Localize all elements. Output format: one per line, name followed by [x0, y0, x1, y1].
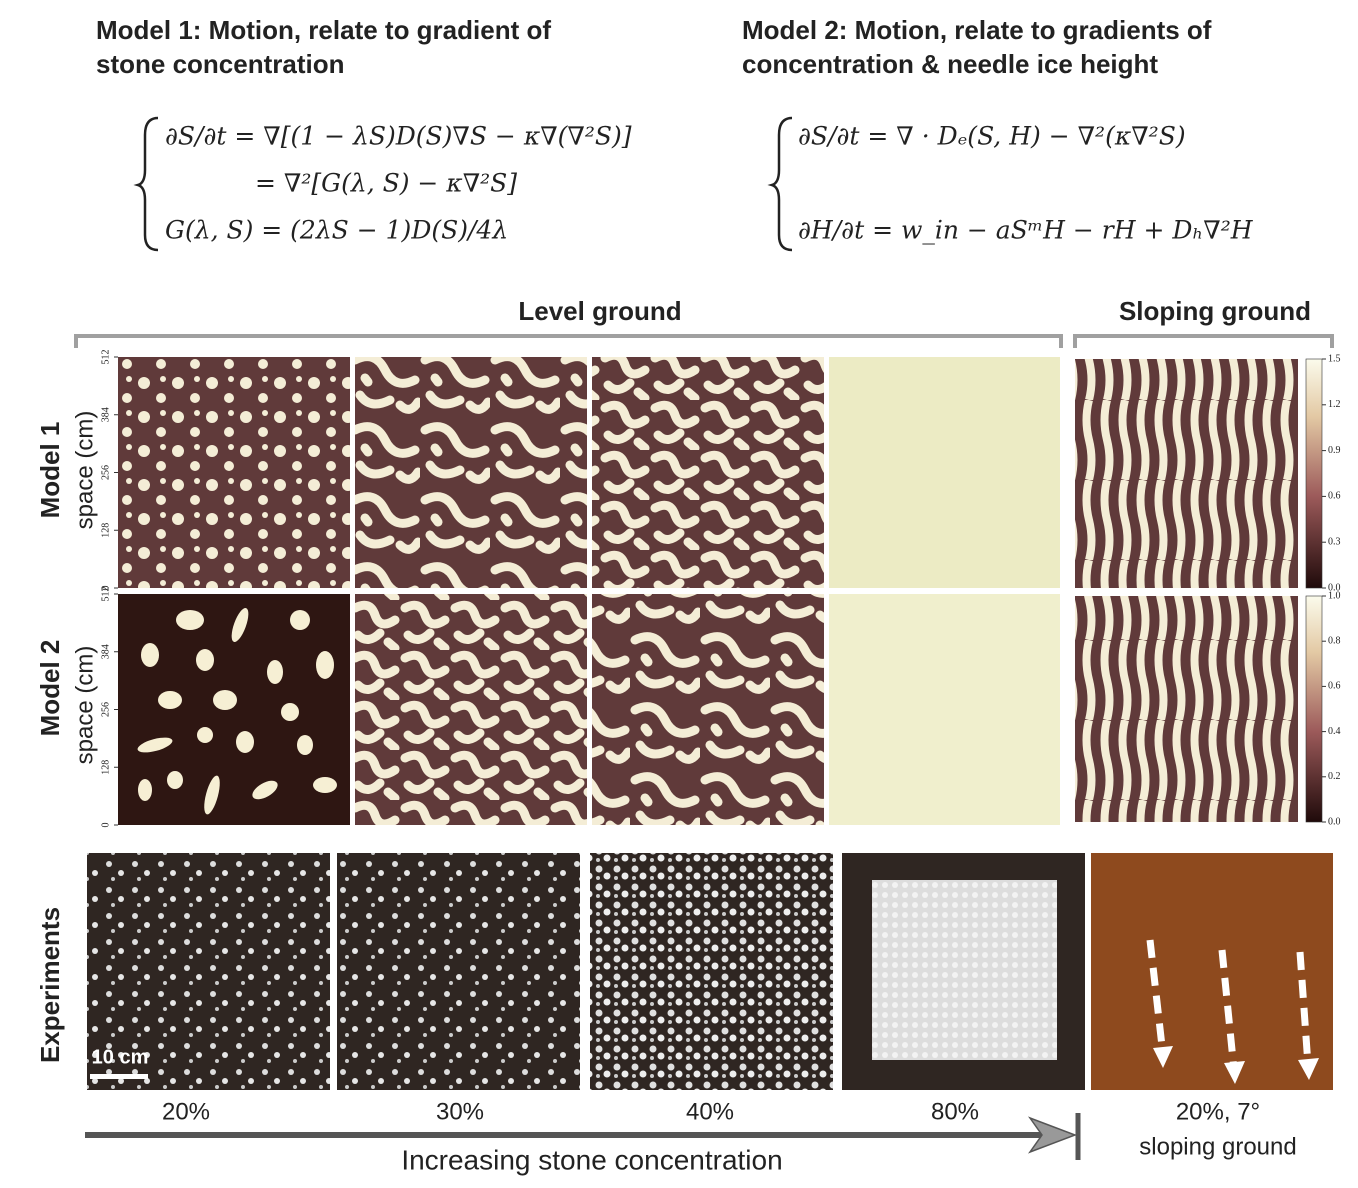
panel: [355, 594, 587, 825]
colorbar-tick-label: 0.3: [1328, 536, 1341, 547]
arrow-head: [1027, 1116, 1078, 1154]
equation: ∂S/∂t = ∇ · Dₑ(S, H) − ∇²(κ∇²S): [798, 122, 1186, 151]
section-header: Level ground: [518, 296, 681, 326]
y-tick-label: 256: [100, 702, 111, 717]
colorbar-tick-label: 0.0: [1328, 816, 1341, 827]
colorbar-tick-label: 0.2: [1328, 771, 1341, 782]
panel: [592, 357, 824, 588]
y-tick-label: 128: [100, 523, 111, 538]
concentration: 80%: [931, 1098, 979, 1125]
photo: [1091, 853, 1333, 1090]
colorbar-tick-label: 0.4: [1328, 726, 1341, 737]
panel: [1075, 596, 1298, 822]
panel: [355, 357, 587, 588]
concentration: 20%: [162, 1098, 210, 1125]
colorbar-tick-label: 1.2: [1328, 399, 1341, 410]
photos: 10 cm: [87, 853, 1333, 1090]
y-tick-label: 384: [100, 644, 111, 659]
model-title: Model 1: Motion, relate to gradient of: [96, 15, 551, 45]
concentration: 40%: [686, 1098, 734, 1125]
arrow-label: Increasing stone concentration: [401, 1144, 782, 1175]
y-tick-label: 0: [100, 823, 111, 828]
y-tick-label: 0: [100, 586, 111, 591]
colorbar-tick-label: 0.0: [1328, 582, 1341, 593]
scale-bar: [90, 1074, 148, 1079]
row-label: Experiments: [35, 907, 65, 1063]
colorbar-tick-label: 0.8: [1328, 635, 1341, 646]
model-title: stone concentration: [96, 49, 344, 79]
colorbar-tick-label: 0.6: [1328, 491, 1341, 502]
equation: ∂S/∂t = ∇[(1 − λS)D(S)∇S − κ∇(∇²S)]: [165, 122, 632, 151]
row-label: Model 1: [35, 422, 65, 519]
section-header: Sloping ground: [1119, 296, 1311, 326]
equation: ∂H/∂t = w_in − aSᵐH − rH + Dₕ∇²H: [798, 216, 1254, 245]
blobs: [137, 607, 337, 815]
model-panels: [118, 357, 1323, 825]
model-title: concentration & needle ice height: [742, 49, 1158, 79]
photo: [590, 853, 833, 1090]
panel: [829, 357, 1060, 588]
photo: [87, 853, 330, 1090]
slope-label: sloping ground: [1139, 1133, 1296, 1160]
panel: [118, 357, 350, 588]
y-tick-label: 384: [100, 407, 111, 422]
slope-label: 20%, 7°: [1176, 1098, 1260, 1125]
panel: [829, 594, 1060, 825]
colorbar: [1305, 595, 1323, 823]
colorbar: [1305, 358, 1323, 589]
arrowhead: [1153, 1046, 1319, 1084]
axis-label: space (cm): [71, 411, 98, 530]
photo: [337, 853, 580, 1090]
row-label: Model 2: [35, 640, 65, 737]
panel: [1075, 359, 1298, 588]
colorbar-tick-label: 1.0: [1328, 590, 1341, 601]
equation: G(λ, S) = (2λS − 1)D(S)/4λ: [165, 216, 508, 245]
brace: [767, 116, 793, 252]
axis-label: space (cm): [71, 646, 98, 765]
bracket: [74, 334, 1334, 348]
scale-label: 10 cm: [92, 1046, 149, 1068]
panel: [592, 594, 824, 825]
colorbar-tick-label: 0.6: [1328, 681, 1341, 692]
gravel-field: [872, 880, 1057, 1060]
brace: [133, 116, 159, 252]
colorbar-tick-label: 0.9: [1328, 445, 1341, 456]
y-tick-label: 512: [100, 350, 111, 365]
flow-arrow: [1146, 939, 1312, 1071]
y-tick-label: 256: [100, 465, 111, 480]
concentration: 30%: [436, 1098, 484, 1125]
model-title: Model 2: Motion, relate to gradients of: [742, 15, 1212, 45]
y-tick-label: 128: [100, 760, 111, 775]
y-tick-label: 512: [100, 587, 111, 602]
equation: = ∇²[G(λ, S) − κ∇²S]: [255, 169, 517, 198]
colorbar-tick-label: 1.5: [1328, 353, 1341, 364]
